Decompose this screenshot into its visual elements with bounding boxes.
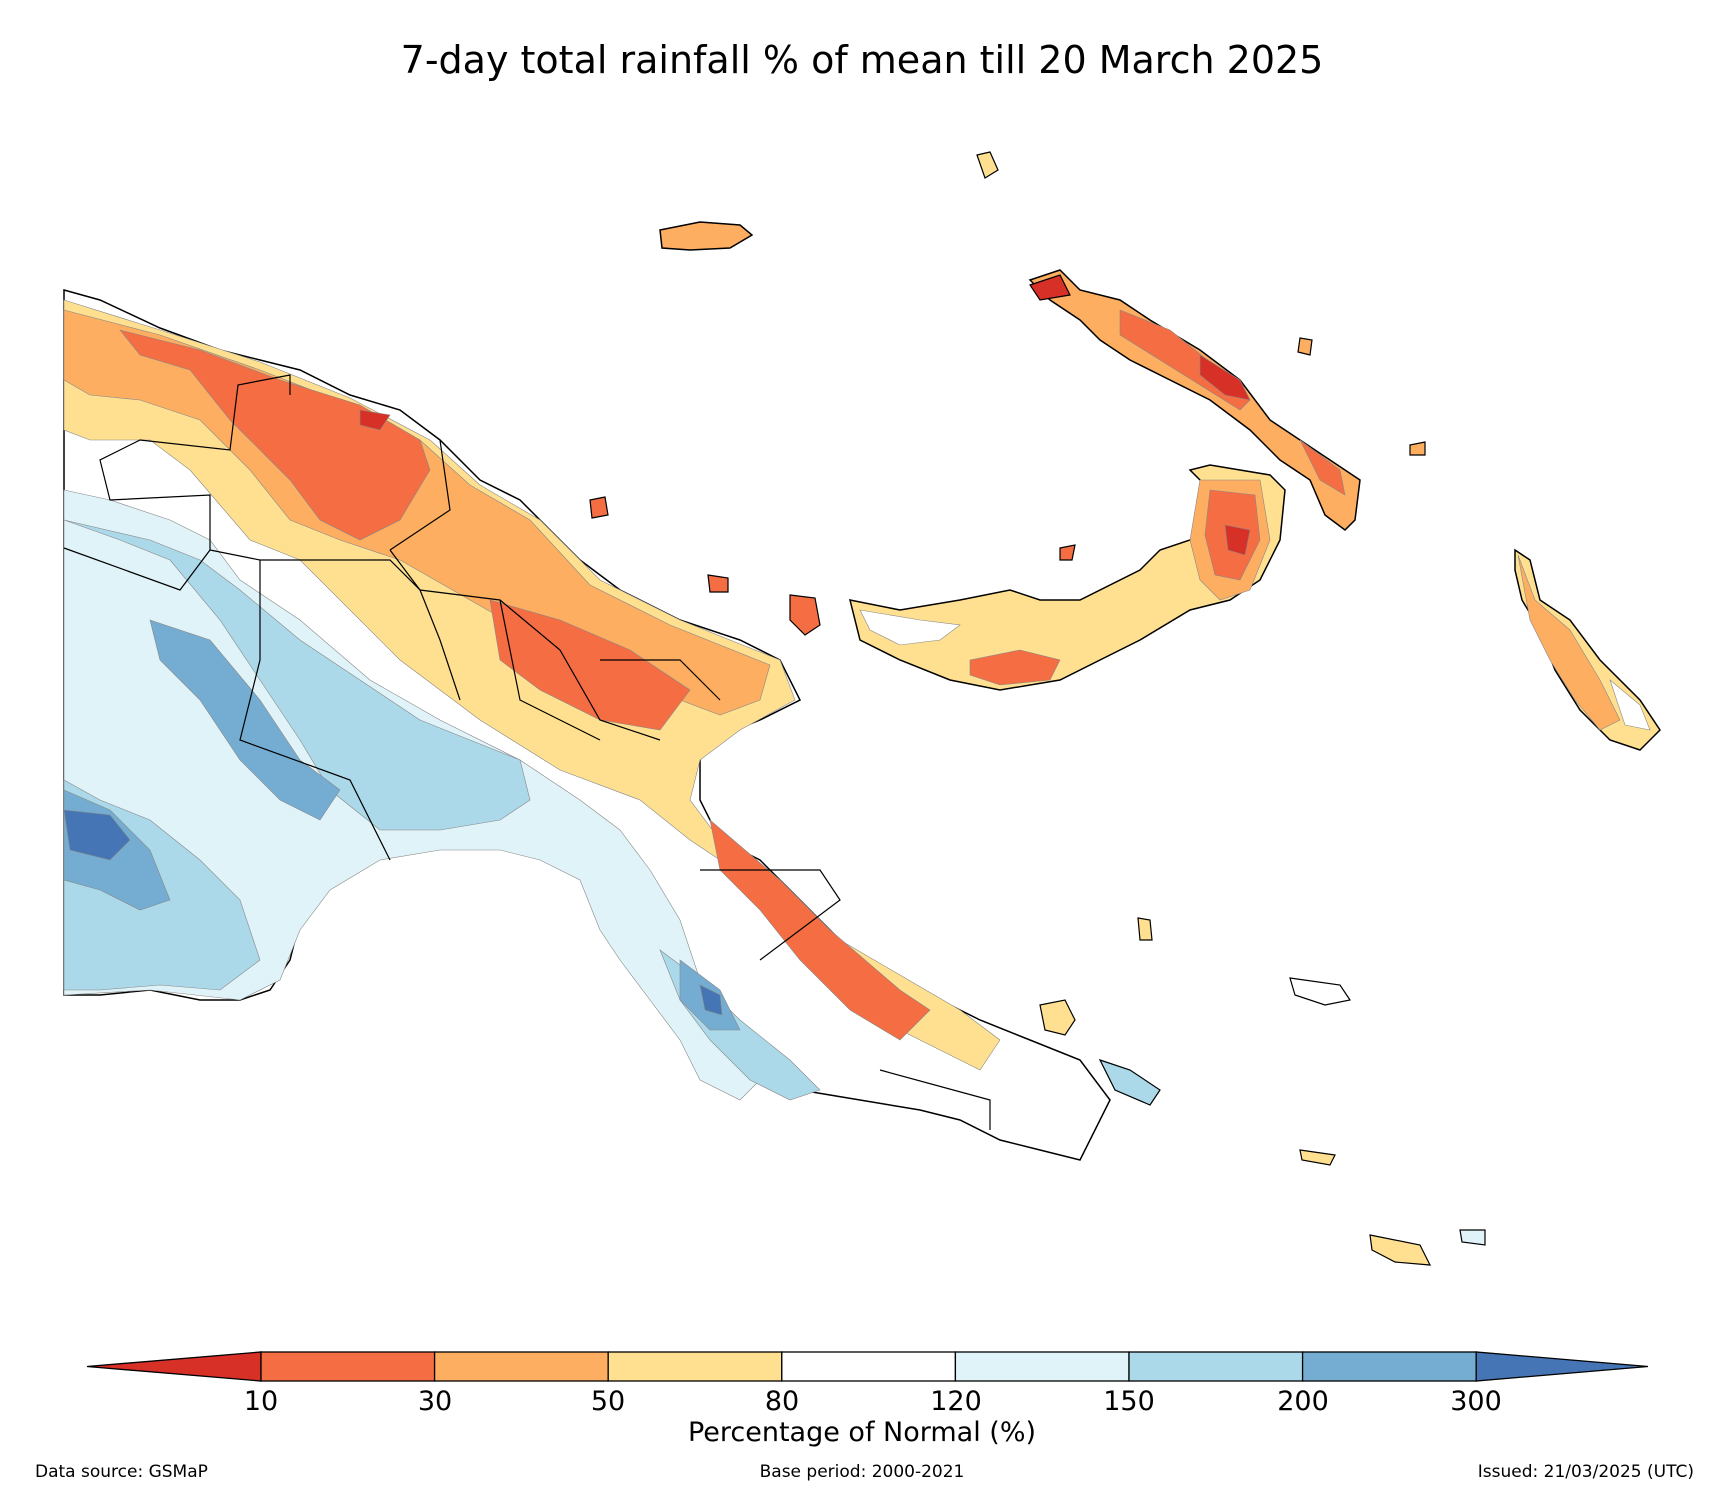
band-lt10 [1199, 354, 1251, 401]
island [1459, 1229, 1486, 1246]
new-ireland-base [1028, 269, 1361, 531]
colorbar-segment-120-150 [954, 1351, 1130, 1382]
band-10-30 [709, 819, 931, 1041]
manus-island [659, 221, 754, 251]
colorbar-extend-low [86, 1351, 262, 1382]
colorbar-extend-high [1475, 1351, 1649, 1382]
new-britain-base [848, 464, 1286, 691]
band-lt10 [1029, 274, 1071, 301]
colorbar-segment-200-300 [1301, 1351, 1477, 1382]
map-title: 7-day total rainfall % of mean till 20 M… [400, 38, 1324, 82]
band-10-30 [1299, 439, 1346, 496]
band-10-30 [969, 649, 1061, 686]
colorbar-segment-80-120 [781, 1351, 957, 1382]
province-borders [63, 374, 991, 1130]
band-10-30 [119, 329, 431, 541]
mainland [63, 289, 1111, 1161]
bougainville [1514, 548, 1661, 751]
issued-date: Issued: 21/03/2025 (UTC) [1477, 1462, 1694, 1482]
data-source: Data source: GSMaP [35, 1462, 208, 1482]
island [1409, 441, 1426, 456]
island [1137, 917, 1153, 941]
island [1098, 1058, 1161, 1106]
island [789, 594, 821, 636]
band-gt300 [63, 809, 131, 861]
island [707, 574, 729, 593]
band-150-200 [63, 519, 531, 831]
colorbar-tick: 300 [1450, 1386, 1502, 1417]
colorbar-tick: 150 [1103, 1386, 1155, 1417]
colorbar-tick: 120 [930, 1386, 982, 1417]
colorbar-label: Percentage of Normal (%) [687, 1417, 1037, 1448]
island [1039, 999, 1076, 1036]
colorbar-tick: 80 [764, 1386, 800, 1417]
new-britain [848, 464, 1286, 691]
band-lt10 [359, 409, 391, 431]
island [1299, 1149, 1336, 1166]
colorbar-segment-10-30 [260, 1351, 436, 1382]
band-80-120 [1609, 679, 1651, 731]
island [1289, 977, 1351, 1006]
band-30-50 [1517, 554, 1621, 731]
new-ireland [1028, 269, 1361, 531]
band-80-120 [859, 609, 961, 646]
island [1369, 1234, 1432, 1266]
colorbar-tick: 200 [1277, 1386, 1329, 1417]
band-10-30 [489, 599, 691, 731]
colorbar-segment-150-200 [1128, 1351, 1304, 1382]
colorbar-tick: 50 [590, 1386, 626, 1417]
colorbar-tick: 30 [417, 1386, 453, 1417]
colorbar-tick: 10 [243, 1386, 279, 1417]
band-gt300 [699, 984, 723, 1016]
base-period: Base period: 2000-2021 [759, 1462, 965, 1482]
band-lt10 [1224, 524, 1251, 556]
colorbar-segment-50-80 [607, 1351, 783, 1382]
island [976, 151, 999, 179]
island [1059, 544, 1076, 561]
colorbar-segment-30-50 [433, 1351, 609, 1382]
island [1297, 337, 1313, 356]
island [589, 496, 609, 519]
